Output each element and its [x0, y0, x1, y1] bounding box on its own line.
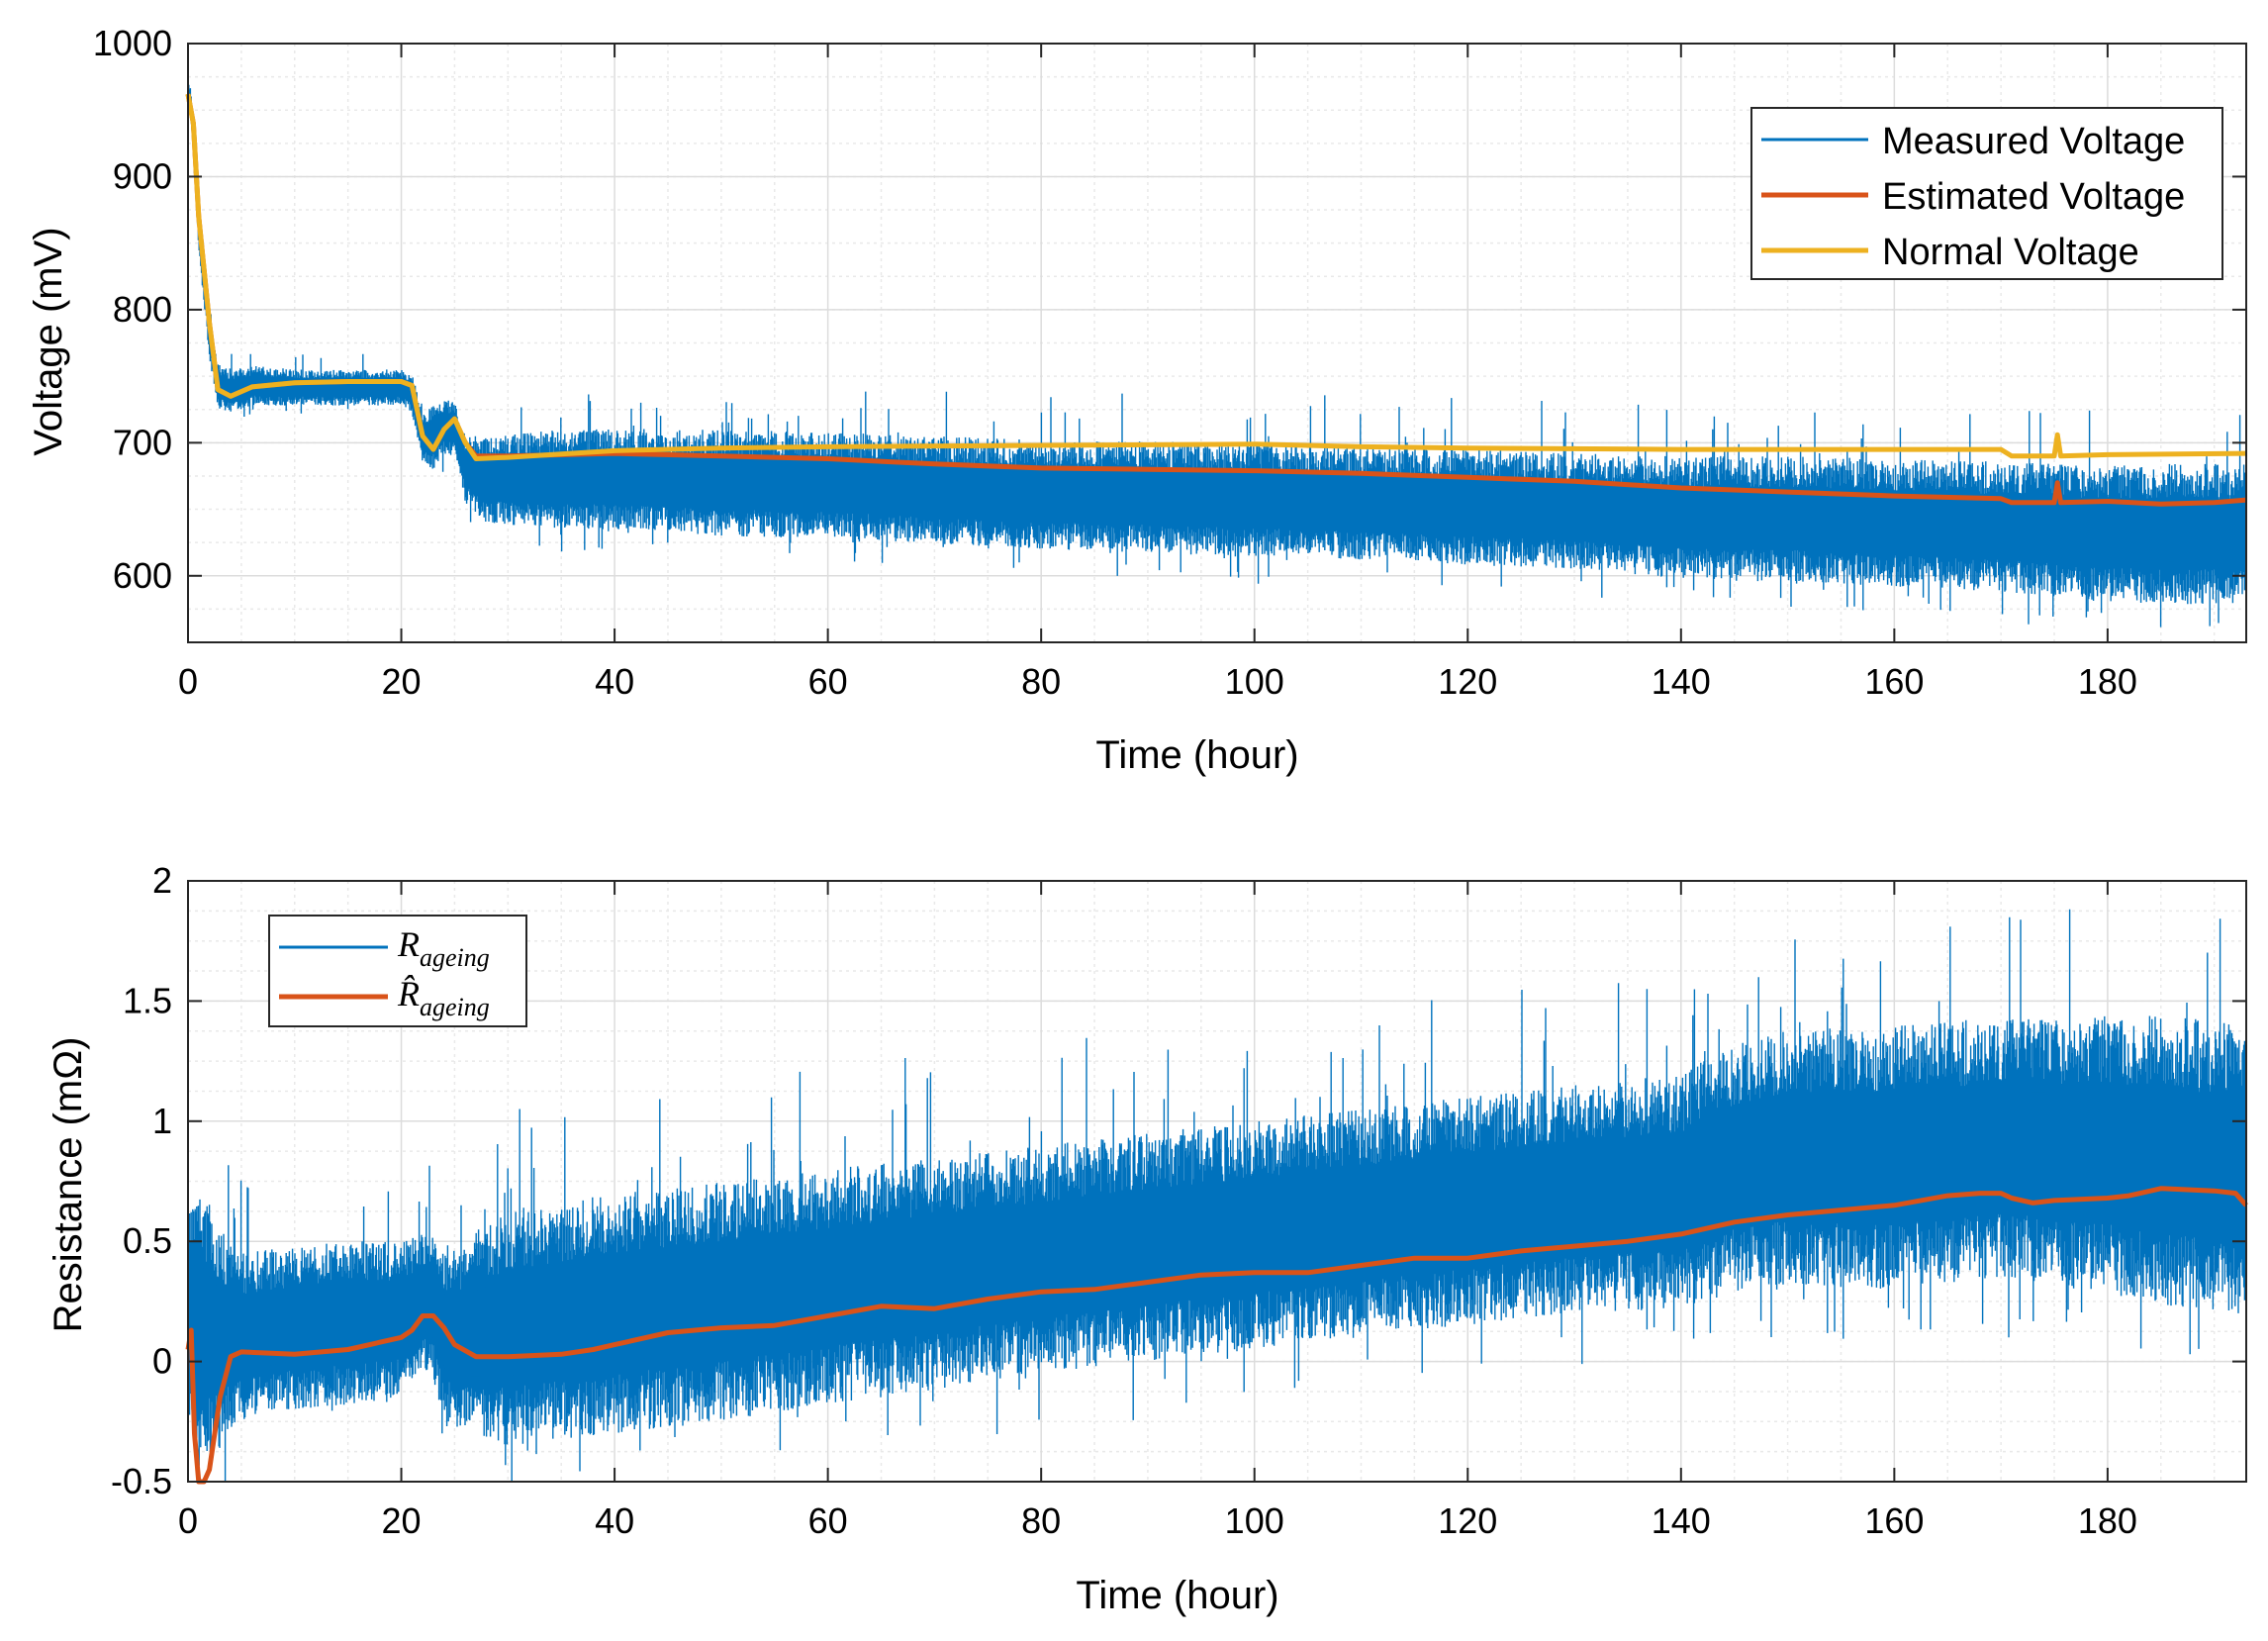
legend-label-r-ageing: Rageing — [397, 924, 490, 972]
resistance-y-tick-labels: -0.5 0 0.5 1 1.5 2 — [111, 860, 172, 1501]
resistance-series-1-line — [185, 1186, 2248, 1485]
resistance-y-tick-label: 1.5 — [123, 980, 172, 1020]
voltage-x-tick-label: 100 — [1225, 661, 1284, 702]
resistance-x-tick-label: 60 — [808, 1500, 848, 1541]
voltage-y-tick-label: 1000 — [93, 23, 172, 63]
voltage-x-axis-label: Time (hour) — [1095, 733, 1298, 777]
resistance-axes-frame — [187, 880, 2247, 1483]
resistance-series-layer — [185, 909, 2248, 1485]
resistance-legend: Rageing R̂ageing — [268, 915, 527, 1027]
resistance-x-tick-label: 160 — [1864, 1500, 1924, 1541]
voltage-x-tick-label: 40 — [595, 661, 634, 702]
voltage-x-tick-label: 140 — [1652, 661, 1711, 702]
resistance-legend-box — [268, 915, 527, 1027]
resistance-series-0-measured-core — [188, 1092, 2246, 1383]
resistance-x-tick-label: 100 — [1225, 1500, 1284, 1541]
voltage-series-2-line — [185, 93, 2247, 461]
resistance-x-tick-label: 140 — [1652, 1500, 1711, 1541]
voltage-x-tick-label: 60 — [808, 661, 848, 702]
resistance-y-axis-label: Resistance (mΩ) — [47, 1037, 90, 1333]
voltage-x-tick-label: 180 — [2078, 661, 2137, 702]
voltage-y-axis-label: Voltage (mV) — [27, 227, 70, 455]
legend-label-r-hat-ageing: R̂ageing — [397, 974, 490, 1021]
resistance-y-tick-label: 1 — [152, 1101, 172, 1141]
voltage-ticks — [187, 43, 2246, 642]
resistance-x-tick-label: 40 — [595, 1500, 634, 1541]
resistance-y-tick-label: -0.5 — [111, 1461, 172, 1501]
voltage-legend: Measured Voltage Estimated Voltage Norma… — [1750, 107, 2223, 280]
resistance-y-tick-label: 2 — [152, 860, 172, 901]
voltage-series-layer — [185, 81, 2247, 627]
resistance-x-tick-label: 180 — [2078, 1500, 2137, 1541]
voltage-y-tick-label: 700 — [113, 422, 172, 462]
voltage-x-tick-label: 160 — [1864, 661, 1924, 702]
legend-label-normal: Normal Voltage — [1882, 232, 2139, 273]
voltage-x-tick-label: 20 — [382, 661, 422, 702]
voltage-axes-frame — [187, 43, 2247, 643]
resistance-ticks — [187, 880, 2246, 1483]
voltage-y-tick-labels: 600 700 800 900 1000 — [93, 23, 172, 596]
legend-label-measured: Measured Voltage — [1882, 121, 2185, 162]
voltage-x-tick-label: 0 — [178, 661, 198, 702]
voltage-y-tick-label: 900 — [113, 155, 172, 196]
voltage-y-tick-label: 800 — [113, 289, 172, 330]
voltage-x-tick-label: 120 — [1438, 661, 1497, 702]
resistance-x-tick-label: 120 — [1438, 1500, 1497, 1541]
resistance-x-tick-label: 0 — [178, 1500, 198, 1541]
resistance-x-tick-label: 80 — [1021, 1500, 1061, 1541]
resistance-y-tick-label: 0.5 — [123, 1220, 172, 1261]
resistance-y-tick-label: 0 — [152, 1341, 172, 1382]
voltage-series-0-measured-core — [188, 84, 2246, 563]
resistance-x-tick-labels: 0 20 40 60 80 100 120 140 160 180 — [178, 1500, 2137, 1541]
voltage-x-tick-label: 80 — [1021, 661, 1061, 702]
voltage-y-tick-label: 600 — [113, 555, 172, 596]
voltage-x-tick-labels: 0 20 40 60 80 100 120 140 160 180 — [178, 661, 2137, 702]
resistance-chart: 0 20 40 60 80 100 120 140 160 180 -0.500.511.52 T… — [47, 860, 2248, 1617]
resistance-x-axis-label: Time (hour) — [1076, 1574, 1278, 1617]
voltage-chart: 0 20 40 60 80 100 120 140 160 180 600 700 800 900 100… — [27, 23, 2247, 777]
resistance-x-tick-label: 20 — [382, 1500, 422, 1541]
legend-label-estimated: Estimated Voltage — [1882, 176, 2185, 218]
